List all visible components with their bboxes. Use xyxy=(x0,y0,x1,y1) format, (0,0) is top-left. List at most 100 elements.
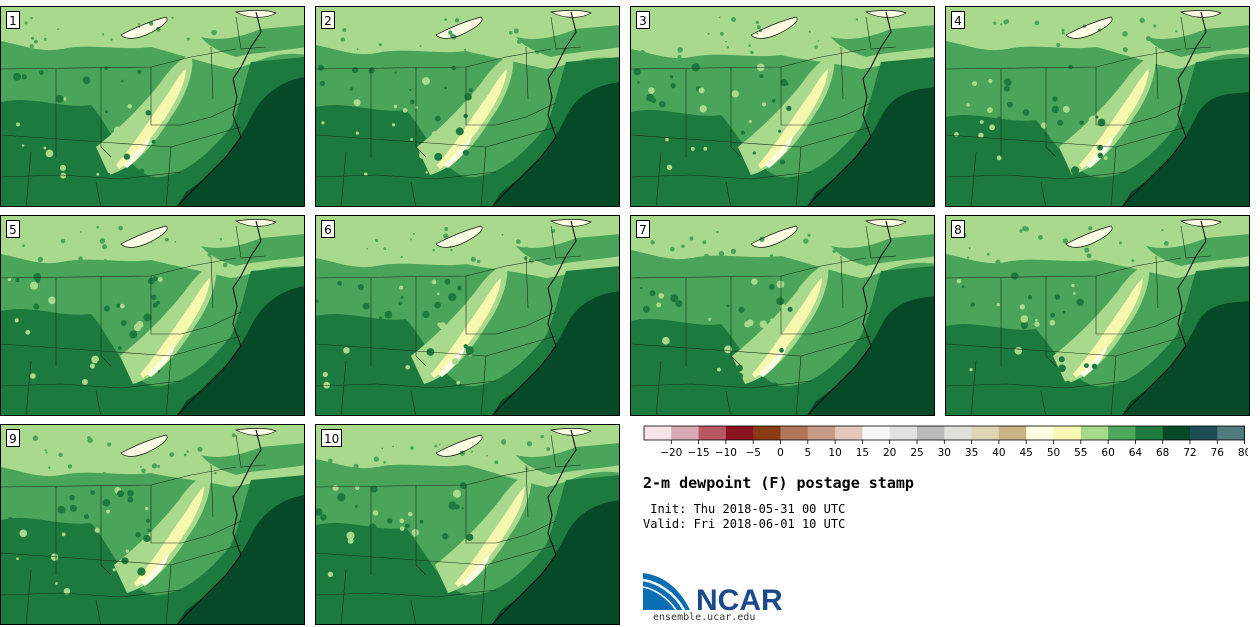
texture-speckle xyxy=(151,463,158,469)
texture-speckle xyxy=(1091,363,1098,370)
state-border xyxy=(210,255,214,309)
texture-speckle xyxy=(761,102,767,107)
color-bin xyxy=(944,426,972,440)
texture-speckle xyxy=(967,147,970,150)
atlantic-76-region xyxy=(1122,301,1249,415)
state-border xyxy=(810,102,872,126)
texture-speckle xyxy=(145,506,149,511)
texture-speckle xyxy=(102,498,111,507)
texture-speckle xyxy=(49,378,55,385)
texture-speckle xyxy=(97,360,102,365)
appalachian-60 xyxy=(437,69,507,169)
state-border xyxy=(150,276,181,335)
state-border xyxy=(480,564,487,624)
texture-speckle xyxy=(1163,241,1169,246)
texture-speckle xyxy=(448,292,457,302)
texture-speckle xyxy=(970,302,975,307)
state-border xyxy=(1110,355,1117,415)
texture-speckle xyxy=(459,482,467,489)
texture-speckle xyxy=(143,313,152,322)
appalachian-55 xyxy=(444,135,472,168)
coastline xyxy=(177,220,262,415)
texture-speckle xyxy=(437,292,440,296)
texture-speckle xyxy=(127,496,134,503)
state-border xyxy=(946,126,1187,148)
texture-speckle xyxy=(347,537,354,544)
state-border xyxy=(25,151,32,206)
texture-speckle xyxy=(551,228,556,233)
panel-number: 8 xyxy=(951,220,965,238)
state-border xyxy=(946,48,1182,70)
map-panel-7: 7 xyxy=(630,215,935,416)
texture-speckle xyxy=(699,105,707,113)
texture-speckle xyxy=(698,87,705,94)
texture-speckle xyxy=(43,37,47,41)
tick-label: −5 xyxy=(745,447,760,459)
texture-speckle xyxy=(378,43,382,47)
texture-speckle xyxy=(462,149,470,156)
texture-speckle xyxy=(48,466,51,469)
texture-speckle xyxy=(413,533,417,537)
lake-outline xyxy=(750,16,798,39)
texture-speckle xyxy=(19,529,28,538)
texture-speckle xyxy=(450,248,453,252)
color-bin xyxy=(1080,426,1109,440)
texture-speckle xyxy=(405,364,410,370)
texture-speckle xyxy=(145,110,151,116)
texture-speckle xyxy=(17,149,23,155)
texture-speckle xyxy=(341,554,350,563)
texture-speckle xyxy=(733,258,739,263)
color-bin xyxy=(644,426,672,440)
state-border xyxy=(1095,67,1126,126)
texture-speckle xyxy=(1020,321,1029,329)
texture-speckle xyxy=(462,320,465,323)
panel-number: 9 xyxy=(6,429,20,447)
color-bin xyxy=(1135,426,1164,440)
state-border xyxy=(340,151,347,206)
texture-speckle xyxy=(137,23,140,26)
state-border xyxy=(631,380,812,389)
tick-label: −20 xyxy=(660,447,682,459)
texture-speckle xyxy=(356,367,361,372)
texture-speckle xyxy=(996,155,1002,161)
texture-speckle xyxy=(69,504,77,512)
state-border xyxy=(795,146,802,206)
texture-speckle xyxy=(169,452,175,458)
tick-label: 5 xyxy=(804,447,811,459)
state-border xyxy=(1,466,237,488)
texture-speckle xyxy=(409,99,415,105)
texture-speckle xyxy=(127,489,134,497)
texture-speckle xyxy=(516,39,522,45)
texture-speckle xyxy=(645,254,649,257)
state-border xyxy=(410,181,416,206)
texture-speckle xyxy=(63,588,71,595)
texture-speckle xyxy=(1153,24,1157,28)
texture-speckle xyxy=(390,541,394,545)
logo-text: NCAR xyxy=(696,584,783,615)
texture-speckle xyxy=(186,37,190,41)
texture-speckle xyxy=(448,501,457,510)
lake-erie xyxy=(436,17,483,39)
texture-speckle xyxy=(459,54,462,57)
texture-speckle xyxy=(501,233,504,236)
color-bin xyxy=(725,426,754,440)
texture-speckle xyxy=(855,18,859,21)
texture-speckle xyxy=(58,452,63,458)
texture-speckle xyxy=(444,278,451,285)
texture-speckle xyxy=(516,239,521,244)
texture-speckle xyxy=(400,256,403,259)
texture-speckle xyxy=(1027,295,1033,300)
texture-speckle xyxy=(383,247,387,251)
texture-speckle xyxy=(632,348,639,355)
texture-speckle xyxy=(444,226,449,231)
texture-speckle xyxy=(434,444,438,448)
texture-speckle xyxy=(771,98,776,103)
texture-speckle xyxy=(123,153,131,160)
texture-speckle xyxy=(465,346,474,355)
texture-speckle xyxy=(171,16,174,19)
coastline xyxy=(492,429,577,624)
lake-outline xyxy=(120,434,168,457)
texture-speckle xyxy=(466,533,474,541)
texture-speckle xyxy=(122,572,131,581)
state-border xyxy=(316,466,552,488)
